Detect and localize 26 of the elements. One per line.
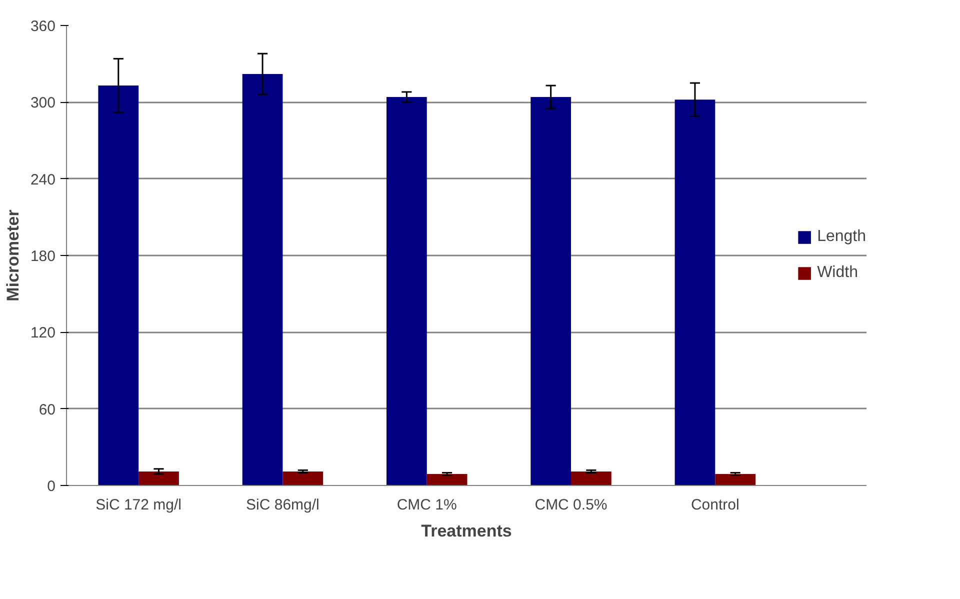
bar — [242, 74, 283, 486]
x-axis-title: Treatments — [421, 522, 512, 540]
bar — [98, 86, 139, 486]
y-tick-label: 60 — [38, 401, 56, 418]
bar — [386, 97, 427, 486]
y-tick-label: 180 — [30, 248, 56, 265]
y-axis-title: Micrometer — [3, 209, 22, 302]
legend-label: Width — [817, 264, 858, 282]
bar — [571, 471, 612, 486]
y-tick-label: 0 — [47, 478, 56, 495]
x-tick-label: CMC 1% — [396, 496, 457, 514]
x-tick-label: SiC 86mg/l — [246, 496, 320, 514]
x-tick-label: SiC 172 mg/l — [96, 496, 182, 514]
bar — [138, 471, 179, 486]
y-tick-label: 240 — [30, 171, 56, 188]
bar — [426, 474, 468, 486]
bar — [530, 97, 572, 486]
y-tick-label: 360 — [30, 18, 56, 35]
x-tick-label: Control — [690, 496, 740, 514]
x-tick-label: CMC 0.5% — [534, 496, 608, 514]
bar — [282, 471, 324, 486]
bar — [674, 100, 716, 486]
legend-label: Length — [817, 228, 866, 246]
bar — [715, 474, 756, 486]
y-tick-label: 300 — [30, 94, 56, 112]
y-tick-label: 120 — [30, 324, 56, 342]
